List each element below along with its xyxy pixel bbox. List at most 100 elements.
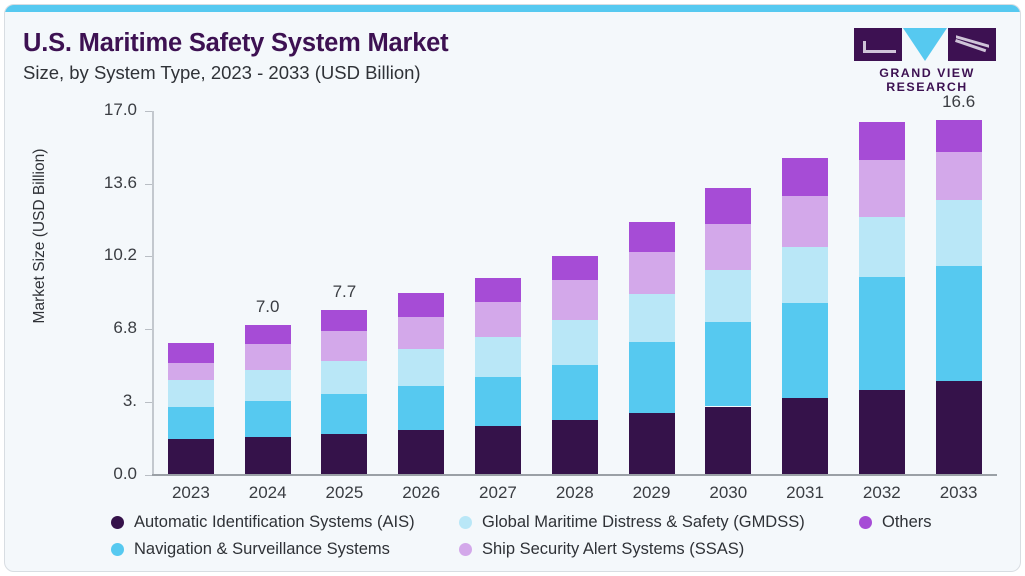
bar-segment[interactable] xyxy=(935,119,982,152)
bar-segment[interactable] xyxy=(244,344,291,371)
bar-segment[interactable] xyxy=(321,309,368,331)
bar-segment[interactable] xyxy=(398,430,445,475)
bar-stack-2027[interactable] xyxy=(474,111,521,475)
bar-segment[interactable] xyxy=(474,377,521,427)
bar-segment[interactable] xyxy=(551,364,598,420)
bar-segment[interactable] xyxy=(551,256,598,281)
bar-segment[interactable] xyxy=(935,200,982,267)
bar-segment[interactable] xyxy=(167,407,214,440)
bar-segment[interactable] xyxy=(167,362,214,380)
bar-segment[interactable] xyxy=(935,151,982,201)
y-tick-mark xyxy=(145,183,152,185)
bar-segment[interactable] xyxy=(244,370,291,401)
logo-v-triangle-icon xyxy=(903,28,947,61)
bar-stack-2024[interactable] xyxy=(244,111,291,475)
bar-segment[interactable] xyxy=(858,160,905,217)
bar-stack-2023[interactable] xyxy=(167,111,214,475)
x-tick-label-2024: 2024 xyxy=(248,483,287,502)
bar-segment[interactable] xyxy=(398,385,445,430)
legend-item-others[interactable]: Others xyxy=(859,513,932,532)
y-tick-label: 17.0 xyxy=(103,100,137,119)
x-tick-label-2030: 2030 xyxy=(709,483,748,502)
x-tick-label-2029: 2029 xyxy=(632,483,671,502)
bar-stack-2029[interactable] xyxy=(628,111,675,475)
legend-item-ssas[interactable]: Ship Security Alert Systems (SSAS) xyxy=(459,540,744,559)
bar-segment[interactable] xyxy=(551,419,598,475)
legend-swatch-others xyxy=(859,516,872,529)
x-tick-label-2031: 2031 xyxy=(786,483,824,502)
bar-segment[interactable] xyxy=(167,379,214,408)
bar-segment[interactable] xyxy=(782,158,829,196)
y-tick-label: 13.6 xyxy=(103,172,137,192)
bar-segment[interactable] xyxy=(321,360,368,394)
x-tick-label-2026: 2026 xyxy=(402,483,441,502)
bar-segment[interactable] xyxy=(321,433,368,475)
bar-segment[interactable] xyxy=(628,341,675,413)
y-axis-label: Market Size (USD Billion) xyxy=(31,148,48,324)
bar-segment[interactable] xyxy=(782,398,829,475)
bar-segment[interactable] xyxy=(167,439,214,475)
bar-segment[interactable] xyxy=(398,316,445,350)
bar-segment[interactable] xyxy=(167,342,214,363)
bar-segment[interactable] xyxy=(858,216,905,277)
y-tick-label: 6.8 xyxy=(113,318,137,338)
legend-swatch-ssas xyxy=(459,543,472,556)
bar-segment[interactable] xyxy=(244,324,291,345)
bar-stack-2028[interactable] xyxy=(551,111,598,475)
legend-label-others: Others xyxy=(882,513,932,531)
bar-segment[interactable] xyxy=(705,224,752,271)
bar-segment[interactable] xyxy=(628,252,675,294)
bar-segment[interactable] xyxy=(705,187,752,225)
bar-stack-2031[interactable] xyxy=(782,111,829,475)
bar-stack-2025[interactable] xyxy=(321,111,368,475)
chart-legend: Automatic Identification Systems (AIS) G… xyxy=(111,513,991,567)
bar-segment[interactable] xyxy=(551,319,598,365)
y-tick-label: 0.0 xyxy=(113,463,137,483)
legend-label-gmdss: Global Maritime Distress & Safety (GMDSS… xyxy=(482,513,805,531)
bar-segment[interactable] xyxy=(321,331,368,361)
bar-segment[interactable] xyxy=(474,301,521,337)
bar-segment[interactable] xyxy=(628,412,675,475)
bar-stack-2032[interactable] xyxy=(858,111,905,475)
bar-stack-2033[interactable] xyxy=(935,111,982,475)
legend-item-ais[interactable]: Automatic Identification Systems (AIS) xyxy=(111,513,415,532)
legend-item-navigation[interactable]: Navigation & Surveillance Systems xyxy=(111,540,390,559)
bar-segment[interactable] xyxy=(628,222,675,253)
bar-segment[interactable] xyxy=(474,426,521,475)
bar-segment[interactable] xyxy=(935,266,982,381)
bar-stack-2030[interactable] xyxy=(705,111,752,475)
chart-card: U.S. Maritime Safety System Market Size,… xyxy=(4,4,1021,572)
y-axis-line xyxy=(152,111,154,475)
bar-segment[interactable] xyxy=(858,276,905,391)
bar-total-label-2024: 7.0 xyxy=(255,296,280,316)
bar-segment[interactable] xyxy=(782,195,829,247)
bar-stack-2026[interactable] xyxy=(398,111,445,475)
bar-segment[interactable] xyxy=(705,406,752,475)
logo-g-icon xyxy=(854,28,902,61)
bar-segment[interactable] xyxy=(628,293,675,342)
legend-label-ssas: Ship Security Alert Systems (SSAS) xyxy=(482,540,745,558)
x-tick-label-2023: 2023 xyxy=(171,483,210,502)
bar-segment[interactable] xyxy=(705,270,752,323)
bar-segment[interactable] xyxy=(858,390,905,475)
bar-segment[interactable] xyxy=(935,380,982,475)
legend-item-gmdss[interactable]: Global Maritime Distress & Safety (GMDSS… xyxy=(459,513,805,532)
bar-segment[interactable] xyxy=(705,322,752,407)
bar-segment[interactable] xyxy=(398,292,445,317)
y-tick-mark xyxy=(145,111,152,112)
bar-segment[interactable] xyxy=(551,280,598,320)
bar-segment[interactable] xyxy=(782,302,829,399)
y-tick-mark xyxy=(145,401,152,403)
bar-segment[interactable] xyxy=(244,436,291,475)
page-subtitle: Size, by System Type, 2023 - 2033 (USD B… xyxy=(23,62,421,83)
y-tick-label: 3. xyxy=(122,390,137,410)
bar-segment[interactable] xyxy=(782,246,829,303)
x-tick-label-2033: 2033 xyxy=(939,483,978,502)
bar-segment[interactable] xyxy=(321,393,368,434)
bar-segment[interactable] xyxy=(474,337,521,378)
bar-segment[interactable] xyxy=(398,349,445,386)
bar-segment[interactable] xyxy=(244,400,291,437)
bar-segment[interactable] xyxy=(474,277,521,302)
x-tick-label-2025: 2025 xyxy=(325,483,364,502)
bar-segment[interactable] xyxy=(858,121,905,161)
